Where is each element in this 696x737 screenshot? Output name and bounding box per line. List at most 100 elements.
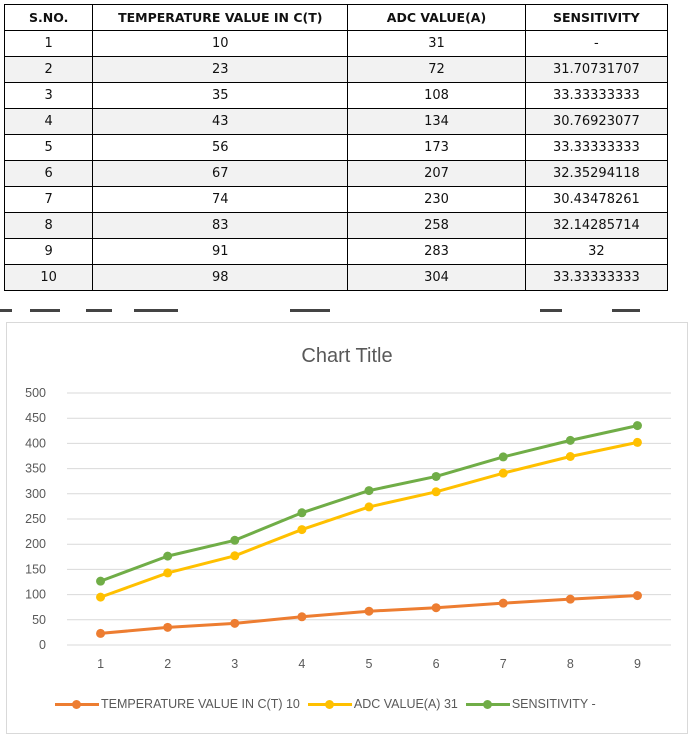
table-cell: 35 (92, 82, 349, 109)
series-3-point (565, 435, 575, 445)
legend-label: SENSITIVITY - (511, 697, 596, 711)
x-tick-label: 1 (97, 657, 104, 671)
table-cell: 173 (347, 134, 526, 161)
series-2-point (364, 502, 374, 512)
y-tick-label: 500 (25, 386, 46, 400)
table-row: 6 67 207 32.35294118 (3, 160, 669, 187)
series-3-point (163, 551, 173, 561)
table-cell: 74 (92, 186, 349, 213)
table-row: 9 91 283 32 (3, 238, 669, 265)
table-cell: 283 (347, 238, 526, 265)
x-tick-label: 3 (231, 657, 238, 671)
series-1-point (230, 618, 240, 628)
series-1-point (364, 606, 374, 616)
table-cell: 9 (3, 238, 94, 265)
table-cell: 32.14285714 (524, 212, 669, 239)
table-cell: 56 (92, 134, 349, 161)
x-tick-label: 8 (567, 657, 574, 671)
series-2-point (163, 568, 173, 578)
table-cell: 31.70731707 (524, 56, 669, 83)
series-2-point (632, 437, 642, 447)
series-1-point (96, 628, 106, 638)
table-cell: 72 (347, 56, 526, 83)
table-row: 1 10 31- (3, 30, 669, 57)
y-tick-label: 300 (25, 487, 46, 501)
x-tick-label: 9 (634, 657, 641, 671)
series-3-point (498, 452, 508, 462)
legend-item-1: TEMPERATURE VALUE IN C(T) 10 (55, 697, 300, 711)
table-row: 8 83 258 32.14285714 (3, 212, 669, 239)
chart: Chart Title 0 50 100 150 200 250 300 350 400 450 5… (6, 322, 688, 734)
legend-swatch (55, 697, 99, 711)
table-cell: 1 (3, 30, 94, 57)
data-table-container: S.NO. TEMPERATURE VALUE IN C(T) ADC VALU… (3, 4, 669, 291)
table-cell: 23 (92, 56, 349, 83)
table-header-row: S.NO. TEMPERATURE VALUE IN C(T) ADC VALU… (3, 4, 669, 31)
x-tick-label: 4 (298, 657, 305, 671)
header-sno: S.NO. (3, 4, 94, 31)
table-cell: 108 (347, 82, 526, 109)
series-2-point (96, 592, 106, 602)
legend-swatch (465, 697, 510, 711)
series-3-point (431, 471, 441, 481)
y-tick-label: 250 (25, 512, 46, 526)
series-1-point (632, 591, 642, 601)
table-cell: 7 (3, 186, 94, 213)
table-cell: 33.33333333 (524, 134, 669, 161)
table-cell: 207 (347, 160, 526, 187)
y-tick-label: 350 (25, 462, 46, 476)
series-2-point (565, 452, 575, 462)
y-tick-label: 150 (25, 562, 46, 576)
header-adc: ADC VALUE(A) (347, 4, 526, 31)
series-line-2 (100, 440, 638, 599)
table-cell: 258 (347, 212, 526, 239)
table-cell: - (524, 30, 669, 57)
series-3-point (230, 535, 240, 545)
header-temperature: TEMPERATURE VALUE IN C(T) (92, 4, 349, 31)
chart-plot-area: 0 50 100 150 200 250 300 350 400 450 500 1 2 3 4 5 6 7 8 9 (25, 386, 671, 671)
x-tick-label: 6 (433, 657, 440, 671)
series-2-point (230, 551, 240, 561)
y-tick-label: 400 (25, 436, 46, 450)
x-tick-label: 5 (366, 657, 373, 671)
data-table: S.NO. TEMPERATURE VALUE IN C(T) ADC VALU… (3, 4, 669, 291)
legend-item-2: ADC VALUE(A) 31 (307, 697, 458, 711)
table-row: 5 56 173 33.33333333 (3, 134, 669, 161)
table-cell: 4 (3, 108, 94, 135)
table-cell: 2 (3, 56, 94, 83)
table-cell: 5 (3, 134, 94, 161)
series-3-point (632, 421, 642, 431)
series-2-point (297, 525, 307, 535)
y-tick-label: 450 (25, 411, 46, 425)
chart-legend: TEMPERATURE VALUE IN C(T) 10 ADC VALUE(A)… (55, 695, 604, 713)
table-cell: 30.76923077 (524, 108, 669, 135)
series-1-point (431, 603, 441, 613)
x-tick-label: 2 (164, 657, 171, 671)
table-cell: 3 (3, 82, 94, 109)
series-1-point (163, 622, 173, 632)
table-cell: 304 (347, 264, 526, 291)
y-tick-label: 0 (39, 638, 46, 652)
series-2-point (431, 487, 441, 497)
table-cell: 98 (92, 264, 349, 291)
table-row: 2 23 72 31.70731707 (3, 56, 669, 83)
table-cell: 134 (347, 108, 526, 135)
cut-off-text-fragment (0, 300, 696, 314)
table-cell: 31 (347, 30, 526, 57)
series-3-point (364, 486, 374, 496)
series-3-point (297, 508, 307, 518)
legend-swatch (307, 697, 352, 711)
series-2-point (498, 468, 508, 478)
legend-label: TEMPERATURE VALUE IN C(T) 10 (101, 697, 300, 711)
table-row: 4 43 134 30.76923077 (3, 108, 669, 135)
legend-item-3: SENSITIVITY - (465, 697, 596, 711)
table-cell: 10 (92, 30, 349, 57)
table-cell: 67 (92, 160, 349, 187)
table-row: 3 35 108 33.33333333 (3, 82, 669, 109)
series-3-point (96, 576, 106, 586)
table-row: 7 74 230 30.43478261 (3, 186, 669, 213)
table-cell: 10 (3, 264, 94, 291)
header-sensitivity: SENSITIVITY (524, 4, 669, 31)
cut-off-text-glyphs (0, 309, 640, 312)
y-tick-label: 200 (25, 537, 46, 551)
